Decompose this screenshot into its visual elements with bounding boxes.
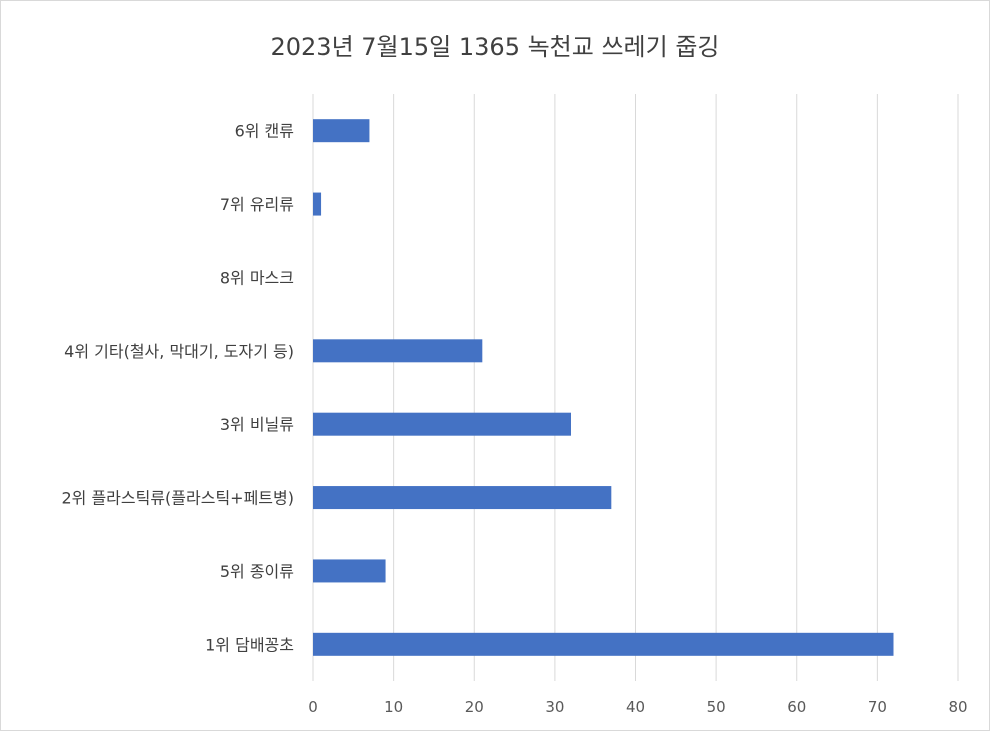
bar [313, 632, 894, 656]
bar [313, 119, 370, 143]
category-label: 8위 마스크 [220, 268, 294, 287]
bar [313, 486, 612, 510]
x-tick-label: 20 [465, 698, 484, 716]
category-label: 3위 비닐류 [220, 415, 294, 434]
x-tick-label: 70 [868, 698, 887, 716]
x-tick-label: 80 [948, 698, 967, 716]
bar [313, 559, 386, 583]
x-tick-label: 0 [308, 698, 318, 716]
category-label: 1위 담배꽁초 [205, 635, 294, 654]
category-label: 4위 기타(철사, 막대기, 도자기 등) [64, 342, 294, 361]
category-label: 5위 종이류 [220, 562, 294, 581]
bar [313, 412, 571, 436]
bar [313, 339, 483, 363]
x-tick-label: 10 [384, 698, 403, 716]
category-label: 2위 플라스틱류(플라스틱+페트병) [61, 489, 294, 508]
category-label: 6위 캔류 [235, 122, 294, 141]
category-label: 7위 유리류 [220, 195, 294, 214]
chart-title: 2023년 7월15일 1365 녹천교 쓰레기 줍깅 [270, 33, 720, 61]
x-tick-label: 60 [787, 698, 806, 716]
bar [313, 192, 322, 216]
x-tick-label: 40 [626, 698, 645, 716]
x-tick-label: 30 [545, 698, 564, 716]
x-tick-label: 50 [707, 698, 726, 716]
